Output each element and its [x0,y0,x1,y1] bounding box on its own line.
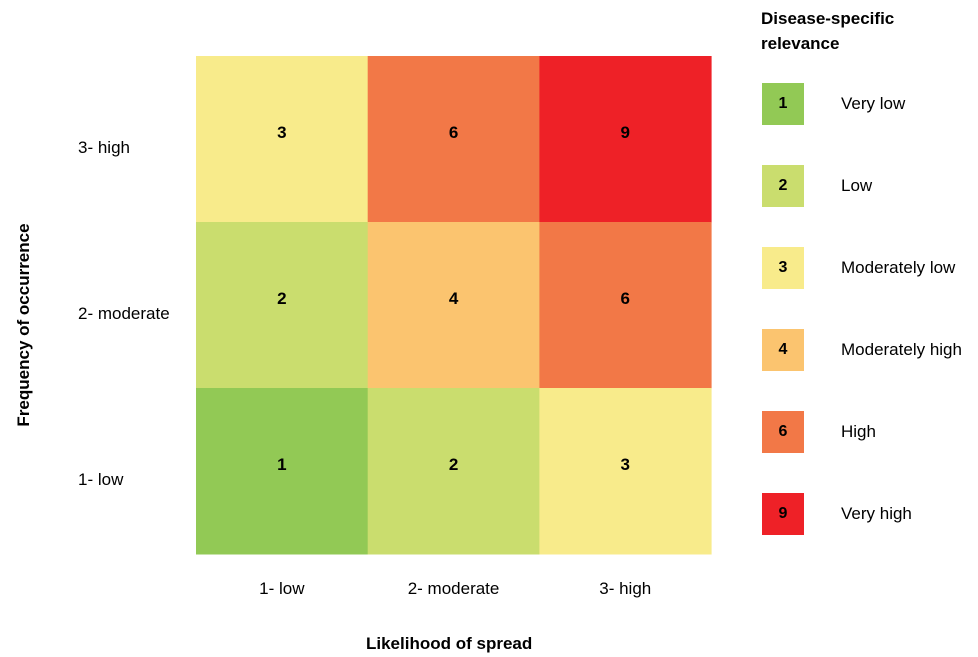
legend-title-line-1: Disease-specific [761,9,895,28]
heatmap-cell [367,222,540,389]
cell-value-label: 4 [449,289,459,308]
heatmap-cell [367,56,540,223]
legend-label: Low [841,176,873,195]
heatmap-cell [539,388,712,555]
legend-label: Moderately high [841,340,962,359]
heatmap-cell [539,222,712,389]
x-axis-title: Likelihood of spread [366,634,533,653]
legend-label: Moderately low [841,258,956,277]
cell-value-label: 9 [621,123,630,142]
cell-value-label: 3 [621,455,630,474]
legend-swatch: 1 [762,83,804,125]
cell-value-label: 6 [621,289,630,308]
legend-title-line-2: relevance [761,34,840,53]
cell-value-label: 1 [277,455,286,474]
y-tick-label: 2- moderate [78,304,170,323]
y-tick-label: 3- high [78,138,130,157]
cell-value-label: 2 [449,455,458,474]
x-tick-label: 3- high [599,579,651,598]
x-tick-label: 2- moderate [408,579,500,598]
legend-label: Very high [841,504,912,523]
legend-title: Disease-specific relevance [761,6,894,56]
heatmap-cell [196,222,369,389]
legend-swatch: 4 [762,329,804,371]
heatmap-cell [539,56,712,223]
legend-label: High [841,422,876,441]
legend-swatch: 9 [762,493,804,535]
y-tick-label: 1- low [78,470,124,489]
legend-label: Very low [841,94,906,113]
legend-swatch: 6 [762,411,804,453]
heatmap-cell [196,388,369,555]
heatmap-cell [367,388,540,555]
cell-value-label: 3 [277,123,286,142]
x-tick-label: 1- low [259,579,305,598]
legend-swatch: 3 [762,247,804,289]
heatmap-cell [196,56,369,223]
legend-swatch: 2 [762,165,804,207]
cell-value-label: 2 [277,289,286,308]
y-axis-title: Frequency of occurrence [14,223,33,427]
cell-value-label: 6 [449,123,458,142]
